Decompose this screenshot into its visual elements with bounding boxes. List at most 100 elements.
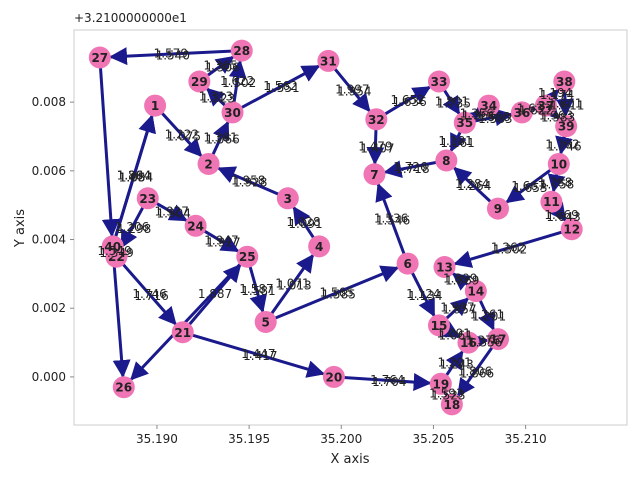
edge-label: 1.887 (198, 287, 232, 301)
edge-label: 1.726 (393, 160, 427, 174)
edge-label: 1.028 (286, 215, 320, 229)
node-15 (427, 314, 450, 337)
node-label: 34 (480, 99, 497, 113)
edge-label: 1.927 (206, 236, 240, 250)
edge-label: 1.298 (117, 222, 151, 236)
edge-label: 1.869 (445, 274, 479, 288)
edge-label: 1.407 (360, 141, 394, 155)
edge-label: 1.013 (277, 279, 311, 293)
node-label: 29 (191, 75, 208, 89)
node-label: 28 (233, 44, 250, 58)
edge-1-2 (154, 104, 203, 158)
edge-label: 1.565 (319, 285, 353, 299)
edge-label: 1.540 (156, 49, 190, 63)
edge-label: 1.583 (478, 112, 512, 126)
y-ticks: 0.000 0.002 0.004 0.006 0.008 (32, 95, 74, 384)
edge-label: 1.636 (392, 95, 426, 109)
node-label: 9 (494, 202, 502, 216)
edge-label: 1.075 (167, 129, 201, 143)
edge-label: 1.262 (491, 241, 525, 255)
edge-label: 1.523 (431, 389, 465, 403)
node-13 (433, 256, 456, 278)
edge-5-6 (265, 265, 400, 324)
node-27 (88, 46, 111, 69)
edge-label: 1.801 (435, 95, 469, 109)
edge-label: 1.957 (442, 303, 476, 317)
node-label: 40 (104, 240, 121, 254)
node-label: 7 (370, 168, 378, 182)
edge-label: 1.669 (544, 208, 578, 222)
plot-area (73, 29, 628, 426)
edge-label: 1.653 (513, 181, 547, 195)
edge-label: 1.302 (493, 243, 527, 257)
node-29 (188, 70, 211, 93)
y-tick-label: 0.004 (32, 233, 66, 247)
edge-label: 1.764 (370, 373, 404, 387)
edge-label: 1.643 (546, 210, 580, 224)
node-label: 8 (442, 154, 450, 168)
node-label: 19 (432, 377, 449, 391)
edge-label: 1.551 (265, 81, 299, 95)
edge-label: 1.579 (154, 47, 188, 61)
edge-label: 1.927 (155, 205, 189, 219)
edge-label: 1.194 (538, 86, 572, 100)
edge-label: 1.243 (439, 358, 473, 372)
offset-label: +3.2100000000e1 (74, 11, 187, 25)
node-19 (429, 372, 452, 395)
edge-label: 1.667 (511, 179, 545, 193)
edge-label: 1.958 (231, 174, 265, 188)
node-16 (457, 331, 480, 354)
node-12 (560, 218, 583, 241)
edge-label: 1.201 (437, 356, 471, 370)
x-tick-label: 35.200 (320, 432, 362, 446)
node-label: 18 (444, 398, 461, 412)
edge-label: 1.866 (460, 366, 494, 380)
node-28 (230, 39, 253, 62)
node-label: 32 (368, 113, 385, 127)
node-label: 4 (315, 240, 323, 254)
node-label: 23 (139, 192, 156, 206)
node-26 (112, 376, 135, 399)
edge-label: 1.611 (550, 98, 584, 112)
y-tick-label: 0.002 (32, 301, 66, 315)
node-24 (184, 214, 207, 237)
edge-label: 1.284 (455, 177, 489, 191)
node-3 (276, 187, 299, 210)
edge-20-19 (333, 373, 432, 392)
node-label: 31 (320, 54, 337, 68)
node-label: 37 (538, 99, 555, 113)
node-label: 36 (514, 106, 531, 120)
node-label: 10 (550, 157, 567, 171)
edge-label: 1.633 (517, 102, 551, 116)
edge-label: 1.071 (275, 277, 309, 291)
edge-label: 1.222 (165, 127, 199, 141)
y-tick-label: 0.000 (32, 370, 66, 384)
node-6 (396, 252, 419, 275)
edge-30-31 (231, 64, 321, 114)
node-label: 13 (436, 261, 453, 275)
edge-label: 1.581 (241, 284, 275, 298)
edge-label: 1.134 (408, 289, 442, 303)
edge-label: 1.264 (117, 168, 151, 182)
node-label: 38 (556, 75, 573, 89)
node-label: 30 (224, 106, 241, 120)
node-20 (322, 365, 345, 388)
edge-label: 1.593 (429, 387, 463, 401)
node-21 (171, 321, 194, 344)
edge-label: 1.323 (201, 91, 235, 105)
edge-label: 1.806 (458, 364, 492, 378)
node-23 (136, 187, 159, 210)
x-tick-label: 35.205 (412, 432, 454, 446)
edge-12-13 (453, 227, 573, 268)
edge-label: 1.963 (539, 108, 573, 122)
node-36 (510, 101, 533, 124)
edge-label: 1.788 (538, 175, 572, 189)
node-9 (486, 197, 509, 220)
edge-label: 1.758 (540, 177, 574, 191)
edge-label: 1.479 (358, 139, 392, 153)
y-axis-label: Y axis (13, 209, 28, 248)
node-7 (363, 163, 386, 186)
edge-28-27 (108, 47, 242, 66)
edge-label: 1.718 (395, 162, 429, 176)
